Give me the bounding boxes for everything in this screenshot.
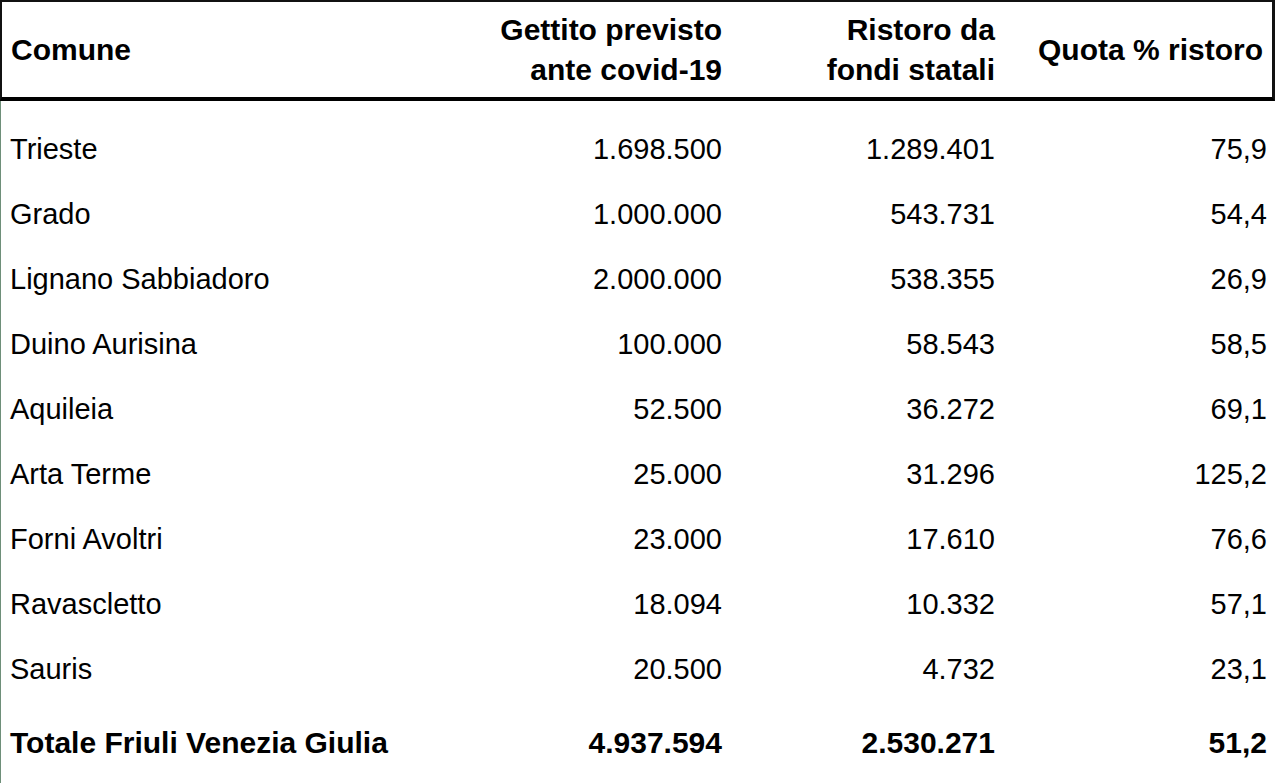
table-header-row: Comune Gettito previsto ante covid-19 Ri… xyxy=(0,0,1275,101)
row-comune-cell: Lignano Sabbiadoro xyxy=(1,263,380,296)
row-quota-cell: 69,1 xyxy=(995,393,1267,426)
row-ristoro-cell: 538.355 xyxy=(722,263,995,296)
table-row: Ravascletto 18.094 10.332 57,1 xyxy=(1,572,1275,637)
row-ristoro-cell: 17.610 xyxy=(722,523,995,556)
row-comune-cell: Trieste xyxy=(1,133,380,166)
row-quota-cell: 23,1 xyxy=(995,653,1267,686)
table-row: Grado 1.000.000 543.731 54,4 xyxy=(1,182,1275,247)
row-quota-cell: 76,6 xyxy=(995,523,1267,556)
table-row: Duino Aurisina 100.000 58.543 58,5 xyxy=(1,312,1275,377)
row-comune-cell: Sauris xyxy=(1,653,380,686)
row-ristoro-cell: 58.543 xyxy=(722,328,995,361)
column-header-gettito-line2: ante covid-19 xyxy=(380,50,722,90)
column-header-ristoro-line2: fondi statali xyxy=(722,50,995,90)
row-quota-cell: 26,9 xyxy=(995,263,1267,296)
row-gettito-cell: 23.000 xyxy=(380,523,722,556)
row-gettito-cell: 52.500 xyxy=(380,393,722,426)
row-gettito-cell: 20.500 xyxy=(380,653,722,686)
row-comune-cell: Arta Terme xyxy=(1,458,380,491)
row-gettito-cell: 1.000.000 xyxy=(380,198,722,231)
row-comune-cell: Grado xyxy=(1,198,380,231)
column-header-ristoro-line1: Ristoro da xyxy=(722,10,995,50)
column-header-gettito-line1: Gettito previsto xyxy=(380,10,722,50)
total-row-ristoro-value: 2.530.271 xyxy=(722,726,995,760)
row-quota-cell: 125,2 xyxy=(995,458,1267,491)
row-quota-cell: 57,1 xyxy=(995,588,1267,621)
row-gettito-cell: 100.000 xyxy=(380,328,722,361)
row-comune-cell: Aquileia xyxy=(1,393,380,426)
row-ristoro-cell: 1.289.401 xyxy=(722,133,995,166)
column-header-comune: Comune xyxy=(2,30,380,70)
row-quota-cell: 58,5 xyxy=(995,328,1267,361)
row-gettito-cell: 18.094 xyxy=(380,588,722,621)
row-ristoro-cell: 4.732 xyxy=(722,653,995,686)
table-row: Aquileia 52.500 36.272 69,1 xyxy=(1,377,1275,442)
row-ristoro-cell: 10.332 xyxy=(722,588,995,621)
row-gettito-cell: 2.000.000 xyxy=(380,263,722,296)
row-ristoro-cell: 543.731 xyxy=(722,198,995,231)
row-comune-cell: Ravascletto xyxy=(1,588,380,621)
row-quota-cell: 75,9 xyxy=(995,133,1267,166)
column-header-ristoro: Ristoro da fondi statali xyxy=(722,10,995,90)
table-total-row: Totale Friuli Venezia Giulia 4.937.594 2… xyxy=(1,702,1275,783)
total-row-quota-value: 51,2 xyxy=(995,726,1267,760)
table-body: Trieste 1.698.500 1.289.401 75,9 Grado 1… xyxy=(0,101,1275,783)
municipal-tax-table: Comune Gettito previsto ante covid-19 Ri… xyxy=(0,0,1275,784)
row-ristoro-cell: 36.272 xyxy=(722,393,995,426)
table-row: Sauris 20.500 4.732 23,1 xyxy=(1,637,1275,702)
table-row: Trieste 1.698.500 1.289.401 75,9 xyxy=(1,117,1275,182)
column-header-gettito-previsto: Gettito previsto ante covid-19 xyxy=(380,10,722,90)
total-row-label: Totale Friuli Venezia Giulia xyxy=(1,726,380,760)
total-row-gettito-value: 4.937.594 xyxy=(380,726,722,760)
row-gettito-cell: 1.698.500 xyxy=(380,133,722,166)
table-row: Arta Terme 25.000 31.296 125,2 xyxy=(1,442,1275,507)
row-quota-cell: 54,4 xyxy=(995,198,1267,231)
table-row: Forni Avoltri 23.000 17.610 76,6 xyxy=(1,507,1275,572)
row-gettito-cell: 25.000 xyxy=(380,458,722,491)
table-row: Lignano Sabbiadoro 2.000.000 538.355 26,… xyxy=(1,247,1275,312)
row-comune-cell: Duino Aurisina xyxy=(1,328,380,361)
row-ristoro-cell: 31.296 xyxy=(722,458,995,491)
row-comune-cell: Forni Avoltri xyxy=(1,523,380,556)
column-header-quota: Quota % ristoro xyxy=(995,30,1263,70)
